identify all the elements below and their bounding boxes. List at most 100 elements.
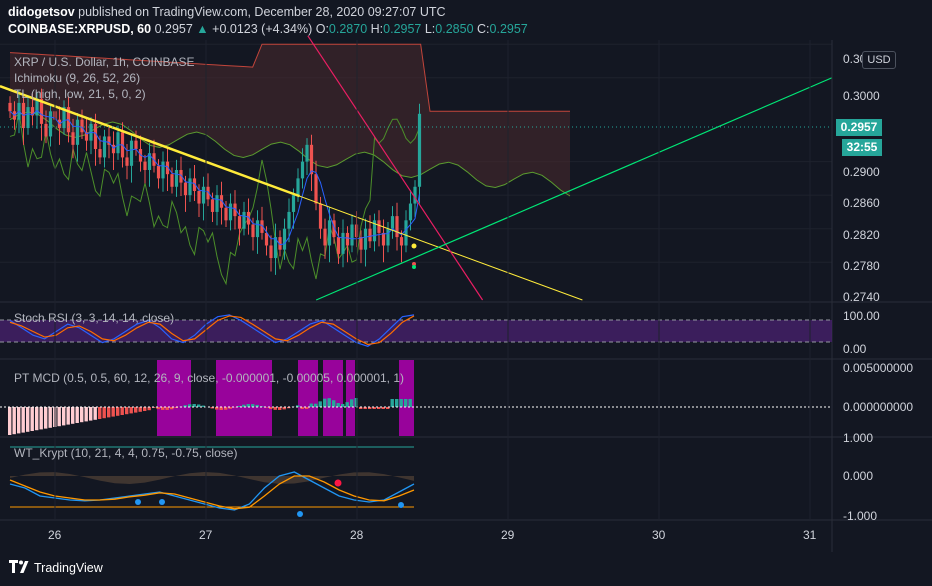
mcd-bar [341,403,345,407]
x-tick-label: 29 [501,528,515,542]
mcd-bar [93,407,97,420]
candle-body [318,203,323,229]
ichimoku-legend[interactable]: Ichimoku (9, 26, 52, 26) [14,71,141,85]
candle-body [188,178,192,196]
candle-body [219,195,224,208]
candle-body [345,232,350,246]
mcd-highlight [399,360,414,436]
candle-body [129,140,134,166]
symbol-line: COINBASE:XRPUSD, 60 0.2957 ▲ +0.0123 (+4… [8,22,528,36]
x-tick-label: 30 [652,528,666,542]
price-tick: 0.2780 [843,259,880,273]
mcd-bar [89,407,93,421]
mcd-bar [44,407,48,429]
wt2-line [9,475,415,510]
open-label: O: [315,22,329,36]
ptmcd-legend[interactable]: PT MCD (0.5, 0.5, 60, 12, 26, 9, close, … [14,371,405,385]
candle-body [305,144,309,162]
mcd-bar [39,407,43,430]
candle-body [93,123,98,150]
mcd-bar [269,407,273,409]
candle-body [210,199,215,212]
x-tick-label: 31 [803,528,817,542]
mcd-bar [381,407,385,409]
publisher-name[interactable]: didogetsov [8,5,75,19]
candle-body [372,220,377,242]
candle-body [165,161,170,175]
candle-body [417,113,422,187]
wt-tick: 1.000 [843,431,874,445]
price-change: +0.0123 (+4.34%) [212,22,313,36]
candle-body [255,220,260,238]
mcd-bar [107,407,111,418]
candle-body [197,190,201,204]
mcd-bar [71,407,75,424]
mcd-bar [305,407,309,409]
candle-body [233,203,237,217]
mcd-bar [66,407,70,425]
tradingview-brand[interactable]: TradingView [34,561,103,575]
symbol-legend[interactable]: XRP / U.S. Dollar, 1h, COINBASE [14,55,195,69]
mcd-bar [120,407,124,415]
up-arrow-icon: ▲ [196,22,209,36]
mcd-bar [215,407,219,410]
chart-header: didogetsov published on TradingView.com,… [0,0,932,40]
candle-body [48,111,53,137]
mcd-bar [161,407,165,410]
footer [0,552,932,586]
mcd-bar [251,404,255,407]
chart-canvas[interactable] [0,0,932,552]
mcd-bar [377,407,381,409]
mcd-bar [219,407,223,410]
wt-cross-dot [297,511,303,517]
tradingview-logo-icon[interactable] [8,558,30,576]
ichimoku-lagging-line [9,111,420,286]
published-text: published on TradingView.com, December 2… [78,5,446,19]
candle-body [170,174,174,187]
mcd-bar [309,403,313,407]
candle-body [341,232,345,254]
candle-body [246,211,251,225]
price-tick: 0.3000 [843,89,880,103]
stoch-legend[interactable]: Stoch RSI (3, 3, 14, 14, close) [14,311,175,325]
mcd-bar [368,407,372,409]
mcd-bar [48,407,52,428]
ichimoku-cloud [10,44,570,196]
candle-body [327,220,332,246]
price-tick: 0.2740 [843,290,880,304]
candle-body [102,136,107,158]
mcd-bar [170,407,174,410]
mcd-bar [372,407,376,409]
mcd-bar [21,407,25,433]
stoch-k-line [9,314,415,347]
candle-body [147,153,152,170]
candle-body [363,228,368,250]
current-price-tag: 0.2957 [836,119,882,136]
mcd-bar [138,407,142,412]
mcd-bar [246,404,250,407]
mcd-bar [84,407,88,422]
wt-legend[interactable]: WT_Krypt (10, 21, 4, 4, 0.75, -0.75, clo… [14,446,238,460]
candle-body [206,186,210,200]
trendline-yellow [0,85,583,301]
wt-cross-dot [159,499,165,505]
currency-button[interactable]: USD [862,51,896,69]
mcd-bar [336,403,340,407]
candle-body [84,132,89,141]
mcd-bar [111,407,115,417]
candle-body [174,170,179,187]
ichimoku-base-line [9,109,420,246]
candle-body [8,102,12,112]
close-label: C: [477,22,490,36]
mcd-bar [156,407,160,410]
wt-cross-dot [334,479,342,487]
candle-body [296,178,300,196]
x-tick-label: 26 [48,528,62,542]
candle-body [314,174,318,204]
price-tick: 0.2860 [843,196,880,210]
mcd-bar [188,404,192,407]
tl-legend[interactable]: TL (high, low, 21, 5, 0, 2) [14,87,146,101]
candle-body [228,203,233,221]
mcd-bar [273,407,277,410]
symbol-name[interactable]: COINBASE:XRPUSD, 60 [8,22,152,36]
